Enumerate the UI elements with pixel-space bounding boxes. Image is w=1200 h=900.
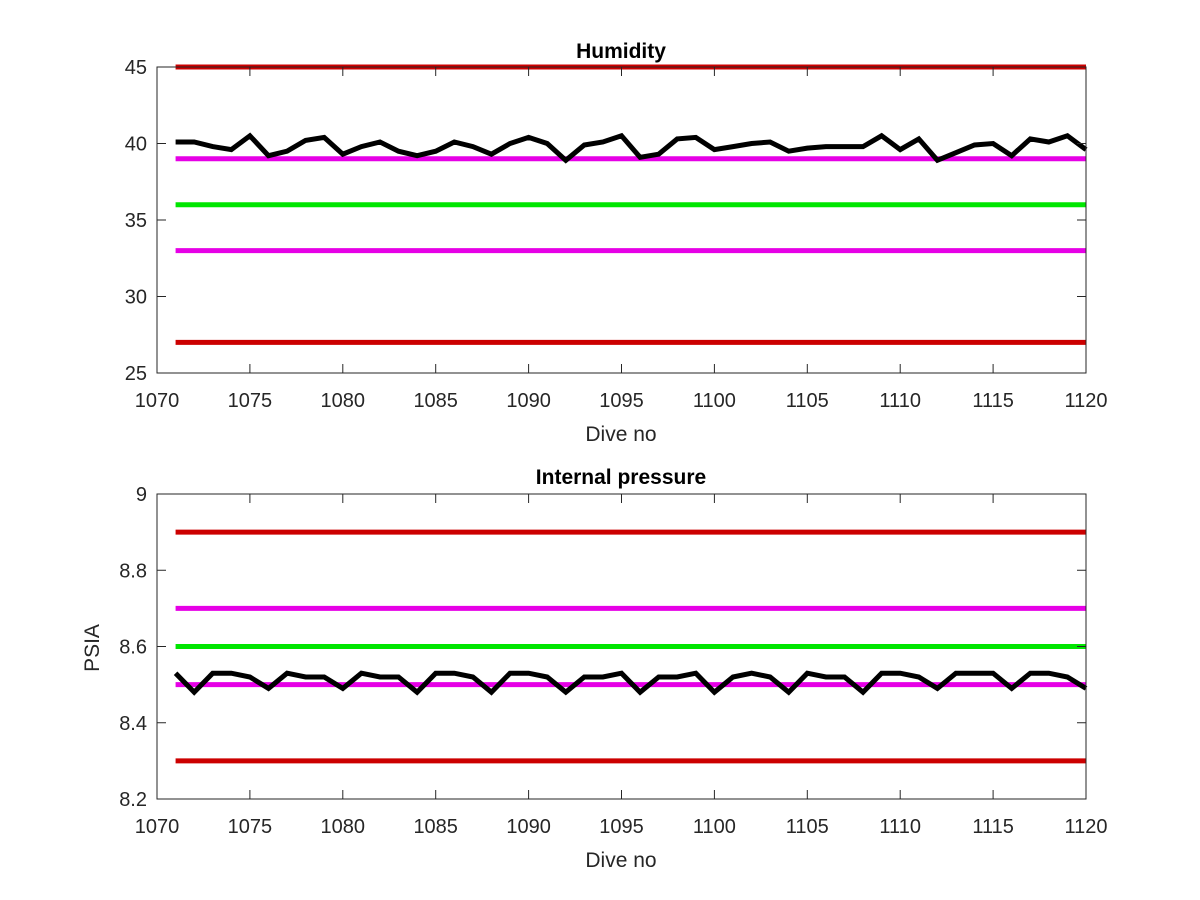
humidity-x-tick-label: 1110 [879, 390, 921, 412]
humidity-panel: Humidity Dive no 1070 1075 1080 1085 1090 109… [125, 40, 1108, 446]
humidity-y-tick-label: 40 [125, 134, 147, 156]
humidity-series-line [175, 132, 1088, 164]
internal-pressure-y-tick-label: 8.8 [119, 560, 147, 582]
humidity-x-tick-label: 1070 [135, 390, 180, 412]
humidity-y-tick-label: 30 [125, 287, 147, 309]
humidity-x-tick-label: 1075 [228, 390, 273, 412]
internal-pressure-x-tick-label: 1110 [879, 816, 921, 838]
internal-pressure-x-tick-label: 1085 [413, 816, 458, 838]
humidity-y-tick-label: 45 [125, 57, 147, 79]
humidity-x-tick-label: 1090 [506, 390, 551, 412]
humidity-x-axis-label: Dive no [585, 423, 656, 446]
internal-pressure-x-tick-label: 1115 [972, 816, 1014, 838]
humidity-y-tick-label: 35 [125, 210, 147, 232]
internal-pressure-x-tick-label: 1095 [599, 816, 644, 838]
humidity-x-tick-label: 1120 [1064, 390, 1107, 412]
internal-pressure-x-tick-label: 1080 [321, 816, 366, 838]
internal-pressure-y-axis-label: PSIA [81, 624, 104, 672]
internal-pressure-title: Internal pressure [536, 466, 706, 489]
humidity-x-tick-label: 1095 [599, 390, 644, 412]
internal-pressure-y-tick-label: 8.6 [119, 637, 147, 659]
humidity-title: Humidity [576, 40, 666, 63]
internal-pressure-x-axis-label: Dive no [585, 849, 656, 872]
humidity-x-tick-label: 1105 [786, 390, 829, 412]
internal-pressure-series-line [173, 670, 1088, 696]
humidity-x-tick-label: 1115 [972, 390, 1014, 412]
internal-pressure-x-tick-label: 1070 [135, 816, 180, 838]
humidity-x-tick-label: 1085 [413, 390, 458, 412]
internal-pressure-x-tick-label: 1090 [506, 816, 551, 838]
internal-pressure-y-tick-label: 9 [136, 484, 147, 506]
humidity-x-tick-label: 1100 [693, 390, 736, 412]
internal-pressure-panel: Internal pressure Dive no PSIA 1070 1075 1… [81, 466, 1108, 872]
internal-pressure-x-tick-label: 1100 [693, 816, 736, 838]
humidity-x-tick-label: 1080 [321, 390, 366, 412]
internal-pressure-y-tick-label: 8.4 [119, 713, 147, 735]
internal-pressure-x-tick-label: 1120 [1064, 816, 1107, 838]
internal-pressure-y-tick-label: 8.2 [119, 789, 147, 811]
humidity-y-tick-label: 25 [125, 363, 147, 385]
internal-pressure-x-tick-label: 1105 [786, 816, 829, 838]
internal-pressure-x-tick-label: 1075 [228, 816, 273, 838]
